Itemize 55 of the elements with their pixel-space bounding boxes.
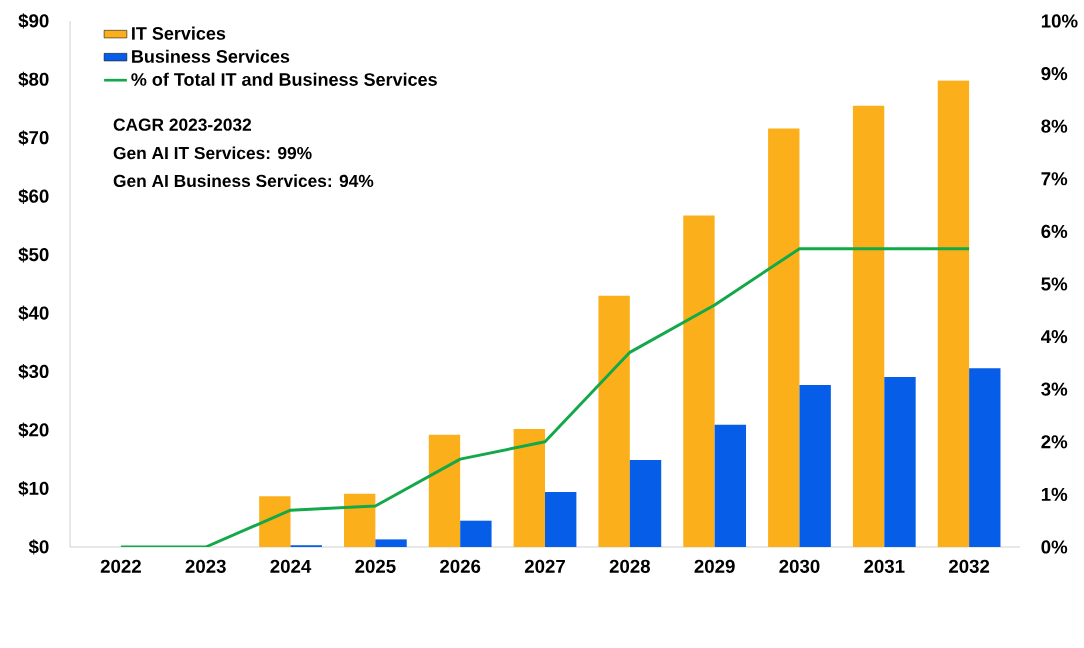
annotation: CAGR 2023-2032	[113, 118, 252, 131]
y-tick-label: $70	[18, 130, 49, 146]
x-tick-label: 2030	[779, 559, 820, 573]
bar	[375, 539, 407, 547]
y-tick-label: $80	[18, 71, 49, 88]
bar	[884, 376, 916, 547]
x-tick-label: 2027	[524, 559, 565, 573]
x-tick-label: 2025	[355, 559, 396, 573]
y-tick-label: $60	[18, 188, 49, 204]
y2-tick-label: 1%	[1041, 487, 1068, 501]
x-tick-label: 2023	[185, 559, 226, 573]
y-tick-label: $0	[28, 539, 49, 555]
y-tick-label: $40	[18, 305, 49, 321]
x-tick-label: 2022	[100, 559, 141, 573]
bar	[714, 424, 747, 547]
y2-tick-label: 10%	[1041, 14, 1078, 28]
x-tick-label: 2026	[440, 559, 481, 573]
bar	[460, 520, 492, 547]
annotation: Gen AI IT Services: 99%	[113, 146, 312, 160]
x-tick-label: 2024	[270, 559, 312, 573]
y2-tick-label: 2%	[1041, 435, 1068, 449]
y2-tick-label: 7%	[1041, 172, 1068, 186]
y2-tick-label: 0%	[1041, 540, 1068, 554]
annotation: Gen AI Business Services: 94%	[113, 174, 374, 188]
x-tick-label: 2032	[949, 559, 990, 573]
bar	[768, 128, 800, 547]
bar	[343, 493, 376, 547]
bar	[598, 295, 630, 547]
bar	[937, 80, 970, 547]
y2-tick-label: 6%	[1041, 224, 1068, 238]
y-tick-label: $50	[18, 247, 49, 263]
x-tick-label: 2028	[609, 559, 651, 573]
y-tick-label: $10	[18, 480, 49, 497]
bar	[683, 215, 715, 547]
y2-tick-label: 8%	[1041, 119, 1068, 133]
legend-label: IT Services	[132, 26, 226, 40]
bar	[799, 385, 831, 547]
bar	[428, 434, 461, 547]
y2-tick-label: 9%	[1041, 66, 1068, 81]
legend-label: % of Total IT and Business Services	[131, 72, 437, 86]
y2-tick-label: 4%	[1041, 330, 1068, 344]
x-tick-label: 2029	[694, 559, 735, 573]
legend-label: Business Services	[132, 49, 290, 63]
bar	[545, 492, 577, 547]
bar	[513, 428, 546, 547]
bar	[259, 496, 291, 547]
y-tick-label: $20	[18, 422, 49, 438]
bar	[852, 105, 885, 547]
x-tick-label: 2031	[864, 559, 905, 573]
y-tick-label: $30	[18, 364, 49, 380]
bar	[629, 459, 662, 547]
y2-tick-label: 3%	[1041, 382, 1068, 396]
y2-tick-label: 5%	[1041, 277, 1068, 291]
bar	[969, 368, 1001, 547]
y-tick-label: $90	[18, 13, 49, 29]
